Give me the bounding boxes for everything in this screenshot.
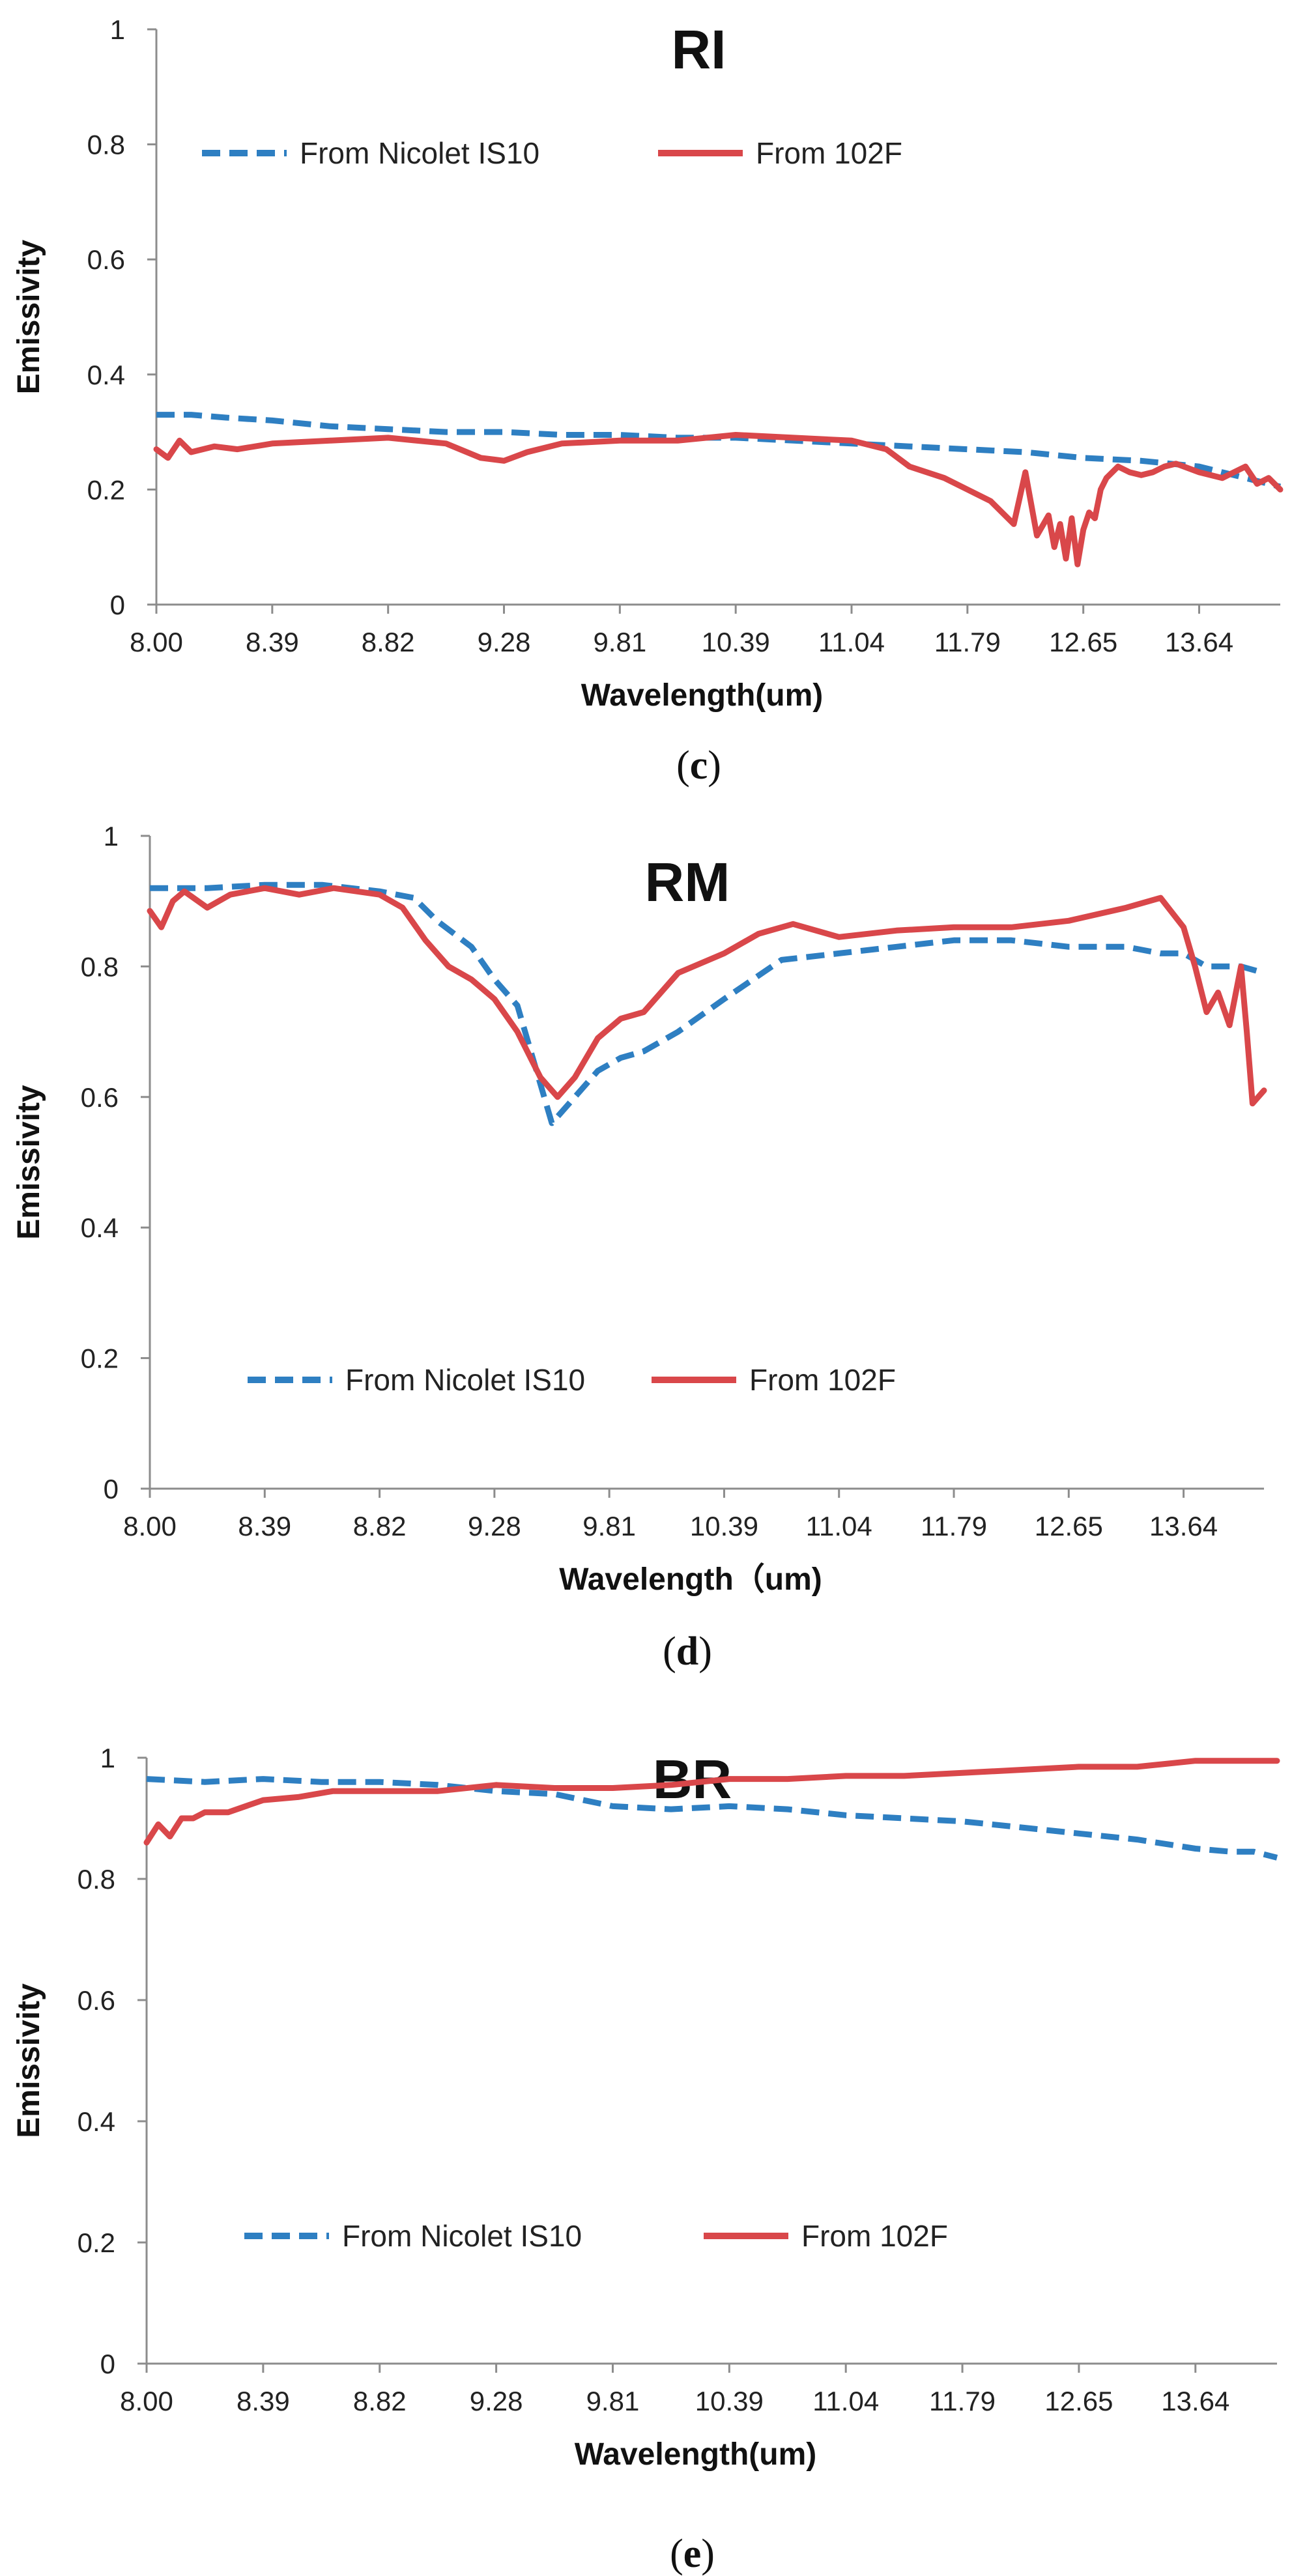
- x-tick-label: 8.82: [362, 627, 415, 657]
- y-tick-label: 0.6: [81, 1082, 119, 1113]
- legend-label-nicolet-is10: From Nicolet IS10: [300, 136, 539, 170]
- y-tick-label: 0.2: [78, 2227, 115, 2258]
- x-axis-title: Wavelength（um): [559, 1562, 822, 1597]
- chart-panel-d: 0 0.2 0.4 0.6 0.8 1 8.00 8.39 8.82 9.28 9.81 10.39 1…: [12, 821, 1267, 1674]
- x-tick-label: 9.28: [468, 1511, 521, 1541]
- x-tick-label: 8.82: [353, 2386, 407, 2416]
- y-tick-label: 0: [110, 590, 125, 620]
- x-tick-label: 8.00: [123, 1511, 177, 1541]
- chart-panel-c: 0 0.2 0.4 0.6 0.8 1 8.00 8.39 8.82 9.28 9.81 10.39 1…: [12, 14, 1284, 788]
- panel-caption: (e): [670, 2532, 715, 2576]
- y-axis-title: Emissivity: [12, 239, 46, 394]
- x-tick-label: 9.81: [582, 1511, 636, 1541]
- x-tick-label: 11.79: [934, 627, 1001, 657]
- x-tick-label: 9.81: [586, 2386, 640, 2416]
- y-tick-label: 0.4: [81, 1212, 119, 1243]
- x-axis-title: Wavelength(um): [581, 678, 824, 713]
- y-axis-title: Emissivity: [12, 1983, 46, 2138]
- x-tick-label: 9.28: [470, 2386, 523, 2416]
- x-tick-label: 11.04: [806, 1511, 872, 1541]
- x-tick-label: 11.04: [812, 2386, 879, 2416]
- y-tick-label: 1: [110, 14, 125, 45]
- x-tick-label: 13.64: [1161, 2386, 1229, 2416]
- x-axis-title: Wavelength(um): [575, 2437, 817, 2472]
- x-tick-label: 12.65: [1035, 1511, 1103, 1541]
- legend-label-nicolet-is10: From Nicolet IS10: [342, 2219, 582, 2253]
- x-tick-label: 8.00: [120, 2386, 173, 2416]
- chart-title: RI: [672, 19, 726, 80]
- y-tick-label: 1: [100, 1743, 115, 1773]
- y-tick-label: 0.2: [87, 474, 125, 505]
- series-line-nicolet-is10: [150, 881, 1265, 1126]
- series-line-102f: [143, 1758, 1280, 1846]
- x-tick-label: 12.65: [1049, 627, 1117, 657]
- chart-title: RM: [645, 852, 730, 913]
- y-tick-label: 0.6: [87, 244, 125, 275]
- y-tick-label: 0.8: [78, 1864, 115, 1895]
- y-tick-label: 0: [104, 1474, 119, 1504]
- chart-panel-e: 0 0.2 0.4 0.6 0.8 1 8.00 8.39 8.82 9.28 9.81 10.39 1…: [12, 1743, 1280, 2576]
- y-tick-label: 0.8: [81, 951, 119, 982]
- y-tick-label: 0.2: [81, 1343, 119, 1374]
- x-tick-label: 11.79: [921, 1511, 987, 1541]
- x-tick-label: 8.39: [237, 2386, 290, 2416]
- x-tick-label: 10.39: [695, 2386, 764, 2416]
- x-tick-label: 8.39: [246, 627, 299, 657]
- x-tick-label: 8.82: [353, 1511, 407, 1541]
- x-tick-label: 8.39: [238, 1511, 291, 1541]
- legend-label-102f: From 102F: [801, 2219, 948, 2253]
- x-tick-label: 11.79: [929, 2386, 996, 2416]
- legend-label-102f: From 102F: [749, 1363, 896, 1397]
- x-tick-label: 10.39: [690, 1511, 758, 1541]
- series-line-102f: [153, 432, 1284, 567]
- panel-caption: (c): [676, 743, 721, 788]
- y-tick-label: 0.6: [78, 1985, 115, 2016]
- y-tick-label: 0.8: [87, 130, 125, 160]
- legend-label-102f: From 102F: [756, 136, 902, 170]
- x-tick-label: 13.64: [1149, 1511, 1218, 1541]
- series-line-102f: [147, 885, 1267, 1107]
- y-tick-label: 1: [104, 821, 119, 852]
- y-tick-label: 0.4: [87, 360, 125, 390]
- panel-caption: (d): [663, 1629, 712, 1674]
- x-tick-label: 12.65: [1044, 2386, 1113, 2416]
- x-tick-label: 13.64: [1165, 627, 1233, 657]
- x-tick-label: 9.28: [478, 627, 531, 657]
- legend-label-nicolet-is10: From Nicolet IS10: [345, 1363, 585, 1397]
- x-tick-label: 10.39: [702, 627, 770, 657]
- x-tick-label: 11.04: [818, 627, 885, 657]
- x-tick-label: 9.81: [593, 627, 646, 657]
- series-line-nicolet-is10: [146, 1776, 1278, 1861]
- x-tick-label: 8.00: [130, 627, 183, 657]
- y-tick-label: 0.4: [78, 2106, 115, 2137]
- y-tick-label: 0: [100, 2349, 115, 2379]
- y-axis-title: Emissivity: [12, 1085, 46, 1240]
